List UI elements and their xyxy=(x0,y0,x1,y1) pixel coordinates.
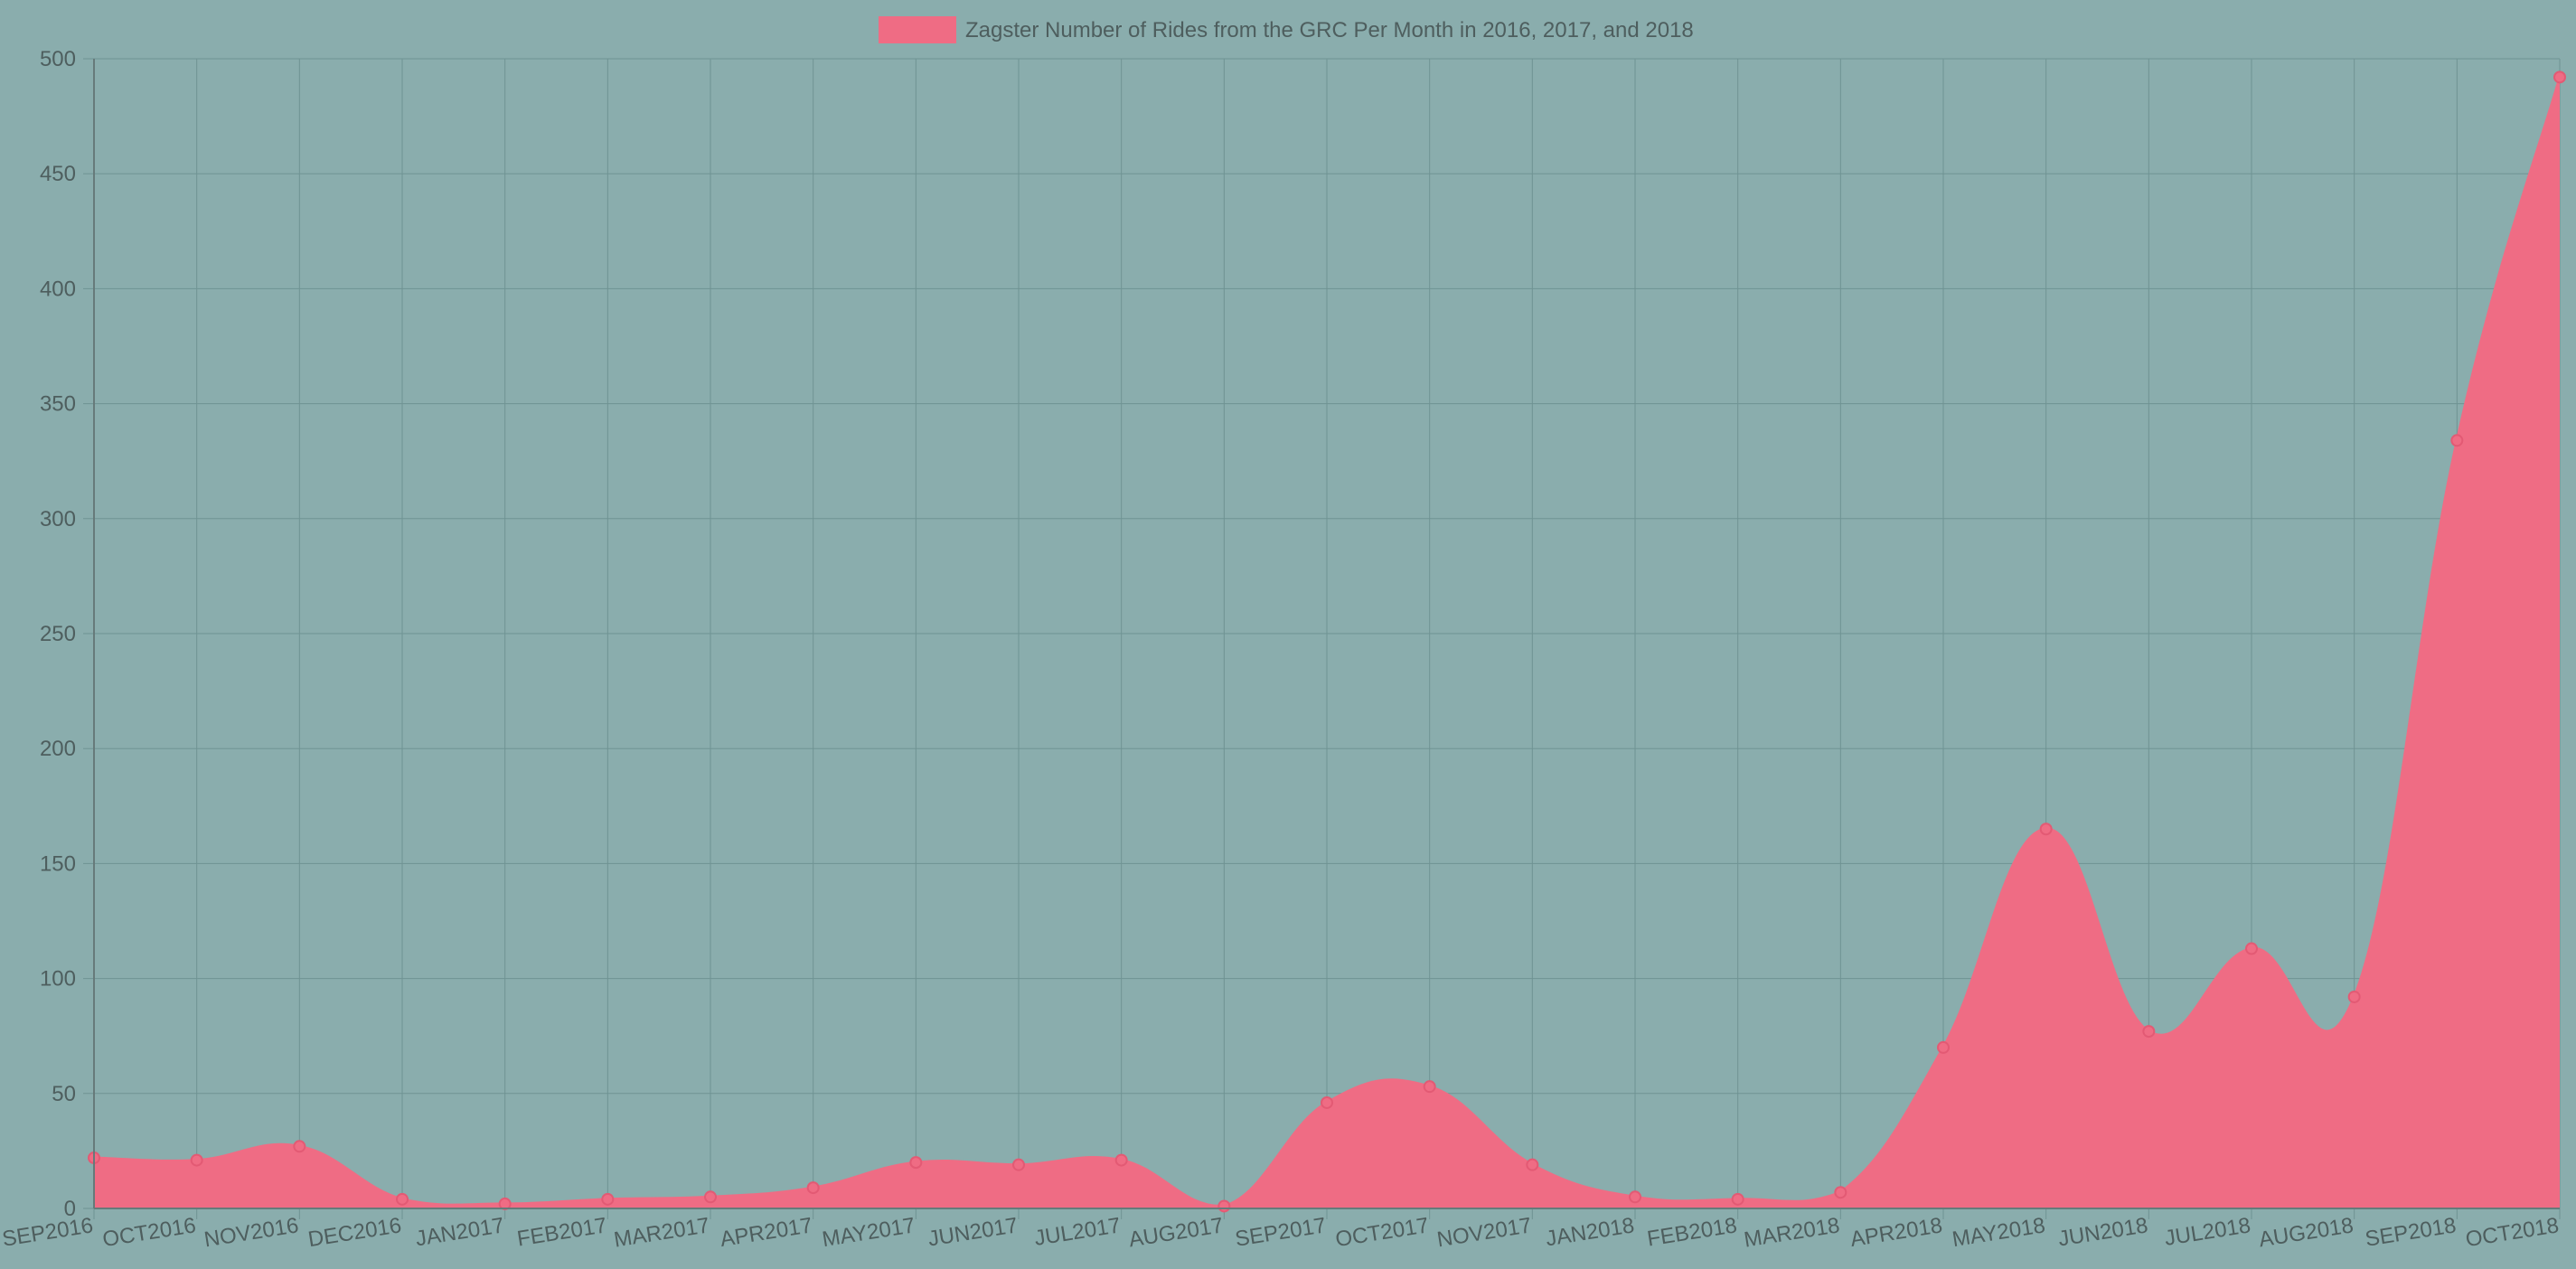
data-point-jul2017[interactable] xyxy=(1114,1153,1128,1167)
data-point-oct2018[interactable] xyxy=(2553,70,2566,84)
y-tick-label: 50 xyxy=(52,1082,76,1106)
y-tick-label: 450 xyxy=(40,162,76,186)
data-point-jan2018[interactable] xyxy=(1629,1190,1641,1204)
y-tick-label: 350 xyxy=(40,392,76,417)
data-point-may2018[interactable] xyxy=(2039,822,2053,836)
x-tick-label: AUG2017 xyxy=(1127,1213,1225,1252)
x-tick-label: APR2017 xyxy=(719,1213,814,1252)
x-tick-label: JUL2017 xyxy=(1032,1213,1122,1251)
y-tick-label: 0 xyxy=(64,1197,76,1221)
data-point-apr2017[interactable] xyxy=(806,1181,820,1195)
x-tick-label: JUN2017 xyxy=(926,1213,1020,1251)
legend[interactable]: Zagster Number of Rides from the GRC Per… xyxy=(879,16,1694,43)
x-tick-label: MAY2017 xyxy=(821,1213,917,1252)
x-tick-label: NOV2017 xyxy=(1435,1213,1533,1252)
x-tick-label: JUN2018 xyxy=(2056,1213,2149,1251)
data-point-oct2017[interactable] xyxy=(1423,1080,1436,1094)
data-point-aug2018[interactable] xyxy=(2347,990,2361,1003)
x-tick-label: OCT2016 xyxy=(101,1213,198,1252)
area-series xyxy=(93,76,2562,1208)
x-tick-label: OCT2018 xyxy=(2464,1213,2561,1252)
data-point-dec2016[interactable] xyxy=(396,1192,409,1206)
data-point-aug2017[interactable] xyxy=(1217,1199,1231,1213)
y-tick-label: 100 xyxy=(40,967,76,992)
y-tick-label: 500 xyxy=(40,47,76,71)
x-tick-label: SEP2018 xyxy=(2364,1213,2458,1252)
y-tick-label: 200 xyxy=(40,737,76,761)
data-point-mar2017[interactable] xyxy=(704,1190,717,1204)
data-points xyxy=(88,70,2566,1213)
x-tick-label: MAY2018 xyxy=(1951,1213,2047,1252)
data-point-feb2018[interactable] xyxy=(1731,1192,1744,1206)
x-tick-label: OCT2017 xyxy=(1334,1213,1431,1252)
x-tick-label: DEC2016 xyxy=(306,1213,403,1252)
data-point-jun2017[interactable] xyxy=(1012,1158,1025,1171)
x-tick-label: JAN2018 xyxy=(1544,1213,1636,1251)
x-tick-label: SEP2017 xyxy=(1234,1213,1328,1252)
x-tick-label: MAR2017 xyxy=(612,1213,711,1252)
axes xyxy=(93,59,2560,1209)
data-point-nov2017[interactable] xyxy=(1526,1158,1539,1171)
data-point-nov2016[interactable] xyxy=(293,1140,306,1153)
data-point-may2017[interactable] xyxy=(909,1156,923,1170)
y-tick-label: 400 xyxy=(40,277,76,301)
x-tick-label: APR2018 xyxy=(1848,1213,1944,1252)
x-tick-label: MAR2018 xyxy=(1743,1213,1842,1252)
y-tick-label: 300 xyxy=(40,507,76,531)
x-tick-label: AUG2018 xyxy=(2257,1213,2355,1252)
x-tick-label: NOV2016 xyxy=(202,1213,300,1252)
data-point-jul2018[interactable] xyxy=(2245,942,2258,955)
legend-swatch[interactable] xyxy=(879,16,956,43)
data-point-oct2016[interactable] xyxy=(190,1153,203,1167)
x-axis-tick-labels: SEP2016 OCT2016 NOV2016 DEC2016 JAN2017 FEB20… xyxy=(1,1213,2561,1252)
data-point-sep2018[interactable] xyxy=(2450,434,2464,447)
data-point-feb2017[interactable] xyxy=(601,1192,615,1206)
y-tick-label: 250 xyxy=(40,622,76,646)
x-tick-label: FEB2018 xyxy=(1646,1213,1739,1251)
y-axis-tick-labels: 0 50 100 150 200 250 300 350 400 450 500 xyxy=(40,47,76,1221)
y-tick-label: 150 xyxy=(40,851,76,876)
data-point-apr2018[interactable] xyxy=(1937,1040,1950,1054)
data-point-sep2017[interactable] xyxy=(1321,1095,1333,1109)
data-point-mar2018[interactable] xyxy=(1834,1186,1847,1199)
series-line xyxy=(93,76,2562,1208)
x-tick-label: SEP2016 xyxy=(1,1213,95,1252)
x-tick-label: JUL2018 xyxy=(2163,1213,2252,1251)
legend-label[interactable]: Zagster Number of Rides from the GRC Per… xyxy=(965,18,1694,42)
x-tick-label: JAN2017 xyxy=(414,1213,506,1251)
area-fill xyxy=(94,77,2560,1208)
data-point-jun2018[interactable] xyxy=(2142,1025,2156,1039)
x-tick-label: FEB2017 xyxy=(515,1213,608,1251)
